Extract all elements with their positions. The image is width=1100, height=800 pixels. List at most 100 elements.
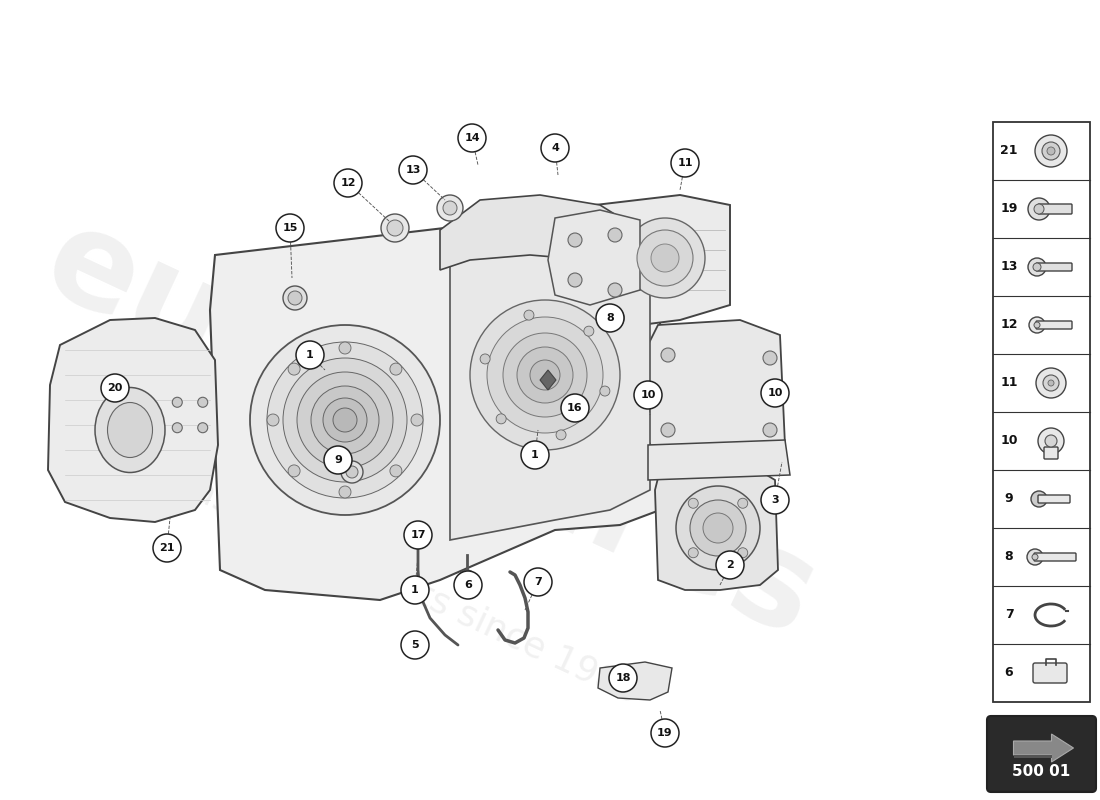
Circle shape [339, 486, 351, 498]
Circle shape [637, 230, 693, 286]
Circle shape [1047, 147, 1055, 155]
Circle shape [703, 513, 733, 543]
Text: 18: 18 [615, 673, 630, 683]
Circle shape [311, 386, 379, 454]
Circle shape [399, 156, 427, 184]
Circle shape [198, 422, 208, 433]
Circle shape [541, 134, 569, 162]
Circle shape [1036, 368, 1066, 398]
Text: 1: 1 [306, 350, 313, 360]
Circle shape [288, 465, 300, 477]
Circle shape [1038, 428, 1064, 454]
Text: 11: 11 [678, 158, 693, 168]
Text: 9: 9 [334, 455, 342, 465]
Circle shape [761, 379, 789, 407]
Text: 17: 17 [410, 530, 426, 540]
Text: 11: 11 [1000, 377, 1018, 390]
Circle shape [250, 325, 440, 515]
FancyBboxPatch shape [1036, 321, 1072, 329]
Circle shape [459, 570, 475, 586]
Circle shape [1028, 198, 1050, 220]
Circle shape [454, 571, 482, 599]
Circle shape [470, 300, 620, 450]
Circle shape [1032, 554, 1038, 560]
Circle shape [496, 414, 506, 424]
Text: 500 01: 500 01 [1012, 765, 1070, 779]
Text: 7: 7 [1004, 609, 1013, 622]
Circle shape [609, 664, 637, 692]
Circle shape [341, 461, 363, 483]
Circle shape [288, 291, 302, 305]
Polygon shape [598, 662, 672, 700]
Circle shape [283, 358, 407, 482]
Circle shape [530, 360, 560, 390]
Text: 12: 12 [340, 178, 355, 188]
Text: 20: 20 [108, 383, 123, 393]
Text: 2: 2 [726, 560, 734, 570]
Ellipse shape [95, 387, 165, 473]
Polygon shape [654, 465, 778, 590]
Circle shape [600, 386, 609, 396]
Circle shape [296, 341, 324, 369]
Text: a passion for parts since 1985: a passion for parts since 1985 [135, 450, 645, 710]
Text: 16: 16 [568, 403, 583, 413]
Circle shape [676, 486, 760, 570]
Circle shape [410, 527, 430, 547]
Polygon shape [210, 215, 660, 600]
Circle shape [334, 169, 362, 197]
Circle shape [1048, 380, 1054, 386]
Circle shape [297, 372, 393, 468]
Circle shape [524, 310, 534, 320]
Text: 8: 8 [606, 313, 614, 323]
Text: 21: 21 [1000, 145, 1018, 158]
Text: 10: 10 [640, 390, 656, 400]
Circle shape [671, 149, 698, 177]
Circle shape [1033, 263, 1041, 271]
Circle shape [661, 423, 675, 437]
Circle shape [572, 405, 582, 415]
Circle shape [651, 244, 679, 272]
Polygon shape [540, 370, 556, 390]
Circle shape [480, 354, 491, 364]
Polygon shape [440, 195, 640, 270]
Circle shape [173, 422, 183, 433]
Circle shape [443, 201, 456, 215]
Circle shape [524, 568, 552, 596]
Circle shape [1031, 491, 1047, 507]
Circle shape [761, 486, 789, 514]
Circle shape [1034, 204, 1044, 214]
Circle shape [346, 466, 358, 478]
Circle shape [689, 548, 698, 558]
Circle shape [153, 534, 182, 562]
Circle shape [568, 233, 582, 247]
Text: 13: 13 [1000, 261, 1018, 274]
FancyBboxPatch shape [1033, 663, 1067, 683]
Circle shape [389, 465, 402, 477]
Polygon shape [648, 440, 790, 480]
Circle shape [584, 326, 594, 336]
Circle shape [101, 374, 129, 402]
Polygon shape [548, 210, 640, 305]
Text: 15: 15 [283, 223, 298, 233]
Text: 6: 6 [1004, 666, 1013, 679]
Circle shape [608, 228, 622, 242]
Circle shape [738, 548, 748, 558]
Text: 6: 6 [464, 580, 472, 590]
Ellipse shape [108, 402, 153, 458]
Text: eurospares: eurospares [25, 196, 835, 664]
Polygon shape [595, 195, 730, 325]
FancyBboxPatch shape [987, 716, 1096, 792]
Text: 12: 12 [1000, 318, 1018, 331]
Circle shape [333, 408, 358, 432]
Text: 1: 1 [531, 450, 539, 460]
Circle shape [404, 521, 432, 549]
Text: 8: 8 [1004, 550, 1013, 563]
FancyBboxPatch shape [993, 122, 1090, 702]
Circle shape [323, 398, 367, 442]
Circle shape [402, 576, 429, 604]
Circle shape [198, 398, 208, 407]
Circle shape [602, 307, 624, 329]
Polygon shape [450, 220, 650, 540]
Circle shape [339, 342, 351, 354]
Circle shape [568, 273, 582, 287]
